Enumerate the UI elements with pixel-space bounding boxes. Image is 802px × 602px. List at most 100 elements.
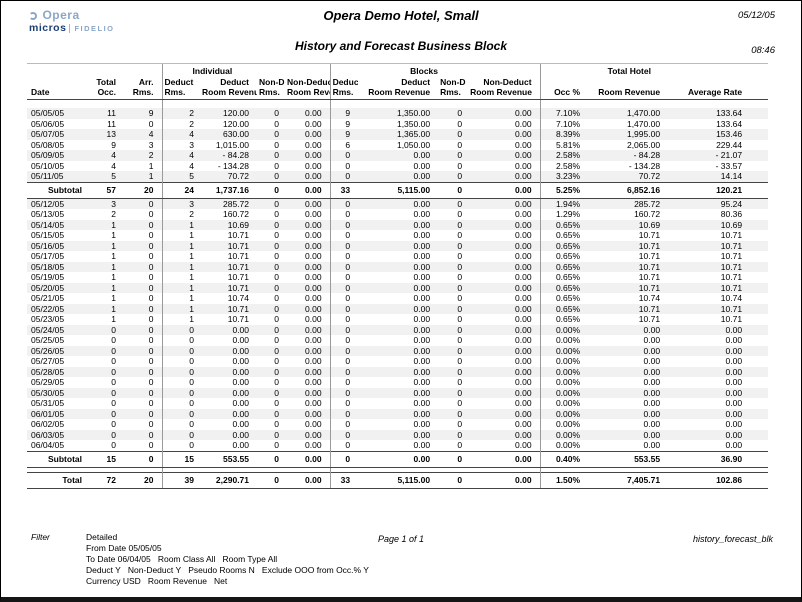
cell-value: 0 <box>329 303 359 314</box>
cell-value: 0.00 <box>470 366 541 377</box>
cell-value: 0 <box>82 429 124 440</box>
cell-value: 0 <box>274 272 280 282</box>
cell-value: 0.00 <box>358 282 439 293</box>
cell-value: 285.72 <box>202 198 258 209</box>
cell-value: 0 <box>274 419 280 429</box>
cell-value: 1.50% <box>539 471 589 489</box>
cell-value: 0 <box>124 429 163 440</box>
cell-value: 2.58% <box>539 150 589 161</box>
cell-value: 0 <box>161 387 203 398</box>
cell-value: 0.00 <box>413 398 431 408</box>
cell-value: 0.00 <box>305 230 322 240</box>
cell-date: 05/05/05 <box>27 108 82 119</box>
cell-value: 2,290.71 <box>202 471 258 489</box>
cell-value: 0.00 <box>358 150 439 161</box>
cell-value: 0.00 <box>358 240 439 251</box>
cell-value: 0.00 <box>287 150 331 161</box>
table-row: 05/20/05 1 0 1 10.71 0 0.00 0 0.00 0 0.00 0.65% 10.7… <box>27 282 769 293</box>
cell-value: 13 <box>82 129 124 140</box>
cell-date: 05/24/05 <box>27 324 82 335</box>
cell-value: 0 <box>274 293 280 303</box>
cell-value: 0 <box>457 139 463 150</box>
cell-value: 20 <box>124 471 163 489</box>
cell-value: 0.00% <box>539 345 589 356</box>
report-date: 05/12/05 <box>738 10 775 21</box>
cell-date: 05/17/05 <box>31 251 65 261</box>
cell-value: - 33.57 <box>715 160 743 171</box>
cell-value: 0.00 <box>358 387 439 398</box>
cell-value: 0.00 <box>725 335 743 345</box>
cell-value: 0.00 <box>305 118 322 129</box>
cell-value: 33 <box>329 181 359 199</box>
cell-value: 1 <box>111 314 116 324</box>
cell-value: 0 <box>124 198 163 209</box>
cell-value: 0 <box>161 440 203 451</box>
cell-value: 9 <box>111 139 116 150</box>
cell-value: 0 <box>257 108 288 119</box>
cell-value: 0.00 <box>643 398 661 408</box>
cell-value: 0.00 <box>202 345 258 356</box>
cell-value: 0 <box>274 440 280 450</box>
cell-value: 0.00 <box>287 171 331 182</box>
cell-value: 0 <box>148 293 154 303</box>
cell-value: 0 <box>124 240 163 251</box>
cell-date: 05/13/05 <box>31 209 65 219</box>
cell-value: 0 <box>124 324 163 335</box>
group-header-individual: Individual <box>161 63 331 77</box>
cell-value: 10.71 <box>588 240 669 251</box>
cell-value: 10.71 <box>720 230 743 240</box>
cell-value: 0 <box>438 471 471 489</box>
cell-value: 1 <box>161 251 203 262</box>
table-row: 05/30/05 0 0 0 0.00 0 0.00 0 0.00 0 0.00 0.00% 0.00 0… <box>27 387 769 398</box>
cell-value: 0.00 <box>470 387 541 398</box>
cell-value: 10.71 <box>227 272 250 282</box>
cell-value: 0.00 <box>358 261 439 272</box>
cell-value: 0.00 <box>413 230 431 240</box>
cell-value: 1 <box>111 251 116 261</box>
cell-value: 5.25% <box>539 181 589 199</box>
cell-value: 0.00 <box>470 450 541 468</box>
cell-value: 0 <box>124 261 163 272</box>
cell-date: Total <box>27 471 82 489</box>
cell-value: 10.71 <box>668 303 769 314</box>
cell-value: 1,470.00 <box>626 118 661 129</box>
cell-value: 0.00% <box>539 398 589 409</box>
cell-value: 10.69 <box>202 219 258 230</box>
cell-value: 0 <box>457 377 463 387</box>
cell-value: 0.00 <box>668 324 769 335</box>
cell-value: 0 <box>457 293 463 303</box>
opera-logo-text: Opera <box>42 8 80 22</box>
cell-value: 0.00 <box>287 429 331 440</box>
spacer-cell <box>82 99 124 108</box>
cell-value: 0.00 <box>515 377 532 387</box>
cell-value: 0.00 <box>413 272 431 282</box>
cell-value: 0.00 <box>232 377 250 387</box>
cell-value: 10.71 <box>588 282 669 293</box>
cell-date: 05/12/05 <box>27 198 82 209</box>
cell-value: 0.00 <box>232 398 250 408</box>
cell-value: 0 <box>329 387 359 398</box>
cell-value: 0 <box>111 398 116 408</box>
cell-value: 0 <box>274 398 280 408</box>
cell-value: 0.00 <box>358 450 439 468</box>
cell-value: 0 <box>438 282 471 293</box>
cell-value: 14.14 <box>668 171 769 182</box>
cell-value: 3 <box>148 139 154 150</box>
table-row: 05/13/05 2 0 2 160.72 0 0.00 0 0.00 0 0.00 1.29% 160… <box>27 209 768 220</box>
cell-value: 0.00 <box>515 356 532 366</box>
cell-date: 05/22/05 <box>27 303 82 314</box>
spacer-cell <box>358 99 438 108</box>
cell-value: 0 <box>329 335 359 346</box>
cell-value: 0 <box>329 408 359 419</box>
cell-value: 0.00 <box>413 209 431 219</box>
micros-logo-text: micros <box>29 22 67 34</box>
cell-value: 0.00 <box>588 345 669 356</box>
cell-value: 0 <box>438 219 471 230</box>
cell-value: 0.00 <box>232 335 250 345</box>
cell-value: 0 <box>82 408 124 419</box>
cell-value: 0 <box>161 356 203 367</box>
spacer-cell <box>668 99 768 108</box>
